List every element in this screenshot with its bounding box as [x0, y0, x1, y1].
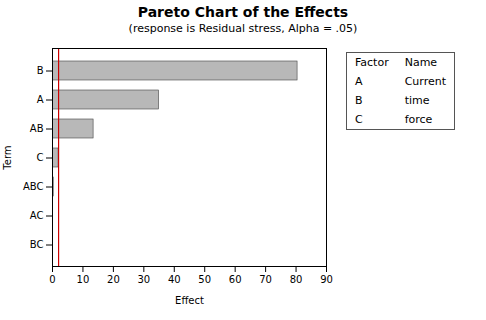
svg-text:40: 40: [168, 274, 181, 285]
svg-text:50: 50: [198, 274, 211, 285]
html-text:C: C: [355, 113, 363, 126]
svg-text:C: C: [37, 152, 44, 163]
svg-text:30: 30: [137, 274, 150, 285]
svg-text:20: 20: [107, 274, 120, 285]
svg-text:90: 90: [320, 274, 333, 285]
svg-text:Effect: Effect: [175, 295, 204, 306]
svg-text:70: 70: [259, 274, 272, 285]
svg-text:Term: Term: [2, 145, 13, 170]
html-text:Current: Current: [404, 75, 446, 88]
html-text:Name: Name: [404, 56, 438, 69]
html-text:time: time: [404, 94, 430, 107]
svg-text:A: A: [37, 94, 44, 105]
svg-text:0: 0: [49, 274, 55, 285]
svg-text:BC: BC: [30, 239, 44, 250]
html-text:Factor: Factor: [355, 56, 389, 69]
svg-text:80: 80: [290, 274, 303, 285]
html-text:(response is Residual stress,: (response is Residual stress, Alpha = .0…: [128, 22, 358, 35]
html-text:A: A: [355, 75, 363, 88]
svg-text:60: 60: [229, 274, 242, 285]
svg-text:B: B: [37, 65, 44, 76]
html-text:force: force: [404, 113, 433, 126]
html-text:B: B: [355, 94, 363, 107]
svg-text:AB: AB: [30, 123, 44, 134]
svg-text:10: 10: [77, 274, 90, 285]
svg-text:ABC: ABC: [23, 181, 44, 192]
svg-text:AC: AC: [30, 210, 44, 221]
html-text:Pareto Chart of the Effects: Pareto Chart of the Effects: [137, 4, 349, 20]
